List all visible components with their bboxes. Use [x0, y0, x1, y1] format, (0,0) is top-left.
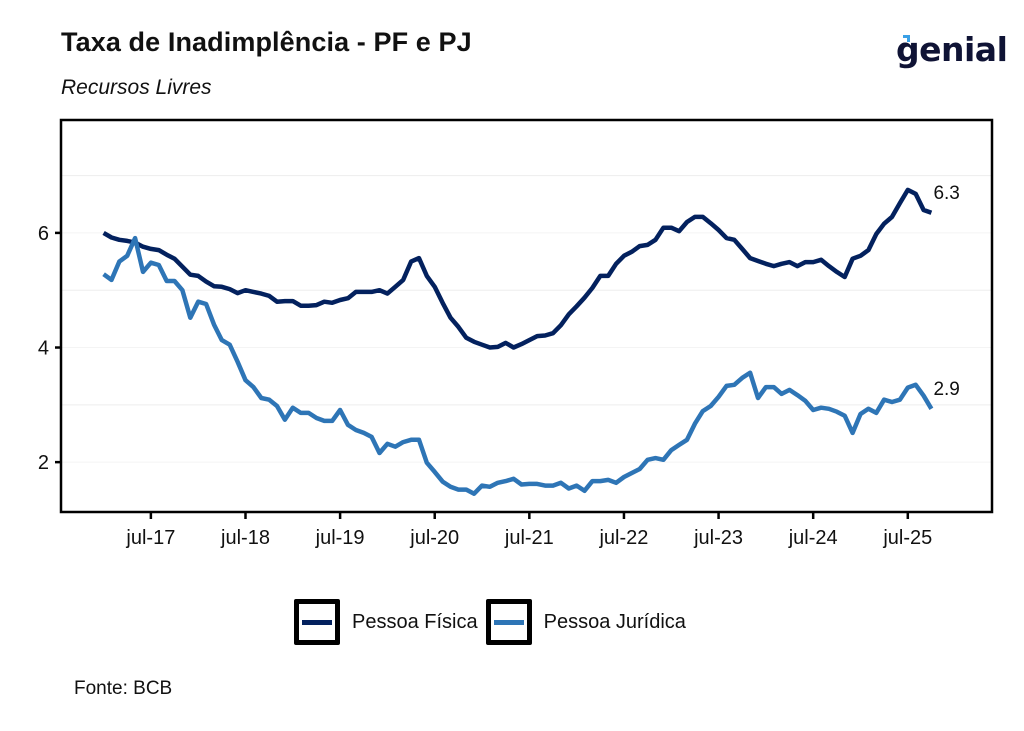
x-tick-label: jul-18: [220, 527, 270, 549]
x-tick-label: jul-24: [788, 527, 838, 549]
chart-subtitle: Recursos Livres: [61, 76, 212, 99]
x-tick-label: jul-22: [598, 527, 648, 549]
legend-key-pf: [294, 599, 340, 645]
logo-accent-icon: [903, 35, 910, 42]
legend-label: Pessoa Jurídica: [543, 610, 686, 633]
y-tick-label: 6: [38, 223, 49, 245]
x-tick-label: jul-20: [409, 527, 459, 549]
legend-item-pessoa-juridica[interactable]: Pessoa Jurídica: [485, 599, 686, 645]
legend-key-pj: [485, 599, 532, 645]
legend-swatch-pf: [302, 620, 332, 625]
chart-title: Taxa de Inadimplência - PF e PJ: [61, 27, 472, 57]
end-labels: 6.3 2.9: [933, 183, 959, 400]
legend: Pessoa Física Pessoa Jurídica: [294, 594, 694, 650]
logo-text: genial: [896, 30, 1008, 69]
x-axis: jul-17 jul-18 jul-19 jul-20 jul-21 jul-22 jul-…: [125, 512, 932, 549]
y-tick-label: 2: [38, 452, 49, 474]
end-label: 6.3: [933, 183, 959, 204]
series-line-pessoa-fisica: [102, 187, 933, 350]
plot-panel-border: [59, 118, 994, 514]
source-note: Fonte: BCB: [74, 678, 173, 699]
genial-logo: genial: [896, 30, 1008, 74]
x-tick-label: jul-21: [504, 527, 554, 549]
x-tick-label: jul-17: [125, 527, 175, 549]
y-tick-label: 4: [38, 338, 49, 360]
x-tick-label: jul-25: [882, 527, 932, 549]
series-line-pessoa-juridica: [102, 235, 934, 496]
end-label: 2.9: [933, 379, 959, 400]
x-tick-label: jul-19: [315, 527, 365, 549]
legend-label: Pessoa Física: [352, 610, 478, 633]
gridlines: [61, 175, 992, 463]
legend-item-pessoa-fisica[interactable]: Pessoa Física: [294, 599, 478, 645]
legend-swatch-pj: [493, 620, 524, 625]
y-axis: 2 4 6: [38, 223, 61, 474]
series-lines: [102, 187, 934, 496]
x-tick-label: jul-23: [693, 527, 743, 549]
